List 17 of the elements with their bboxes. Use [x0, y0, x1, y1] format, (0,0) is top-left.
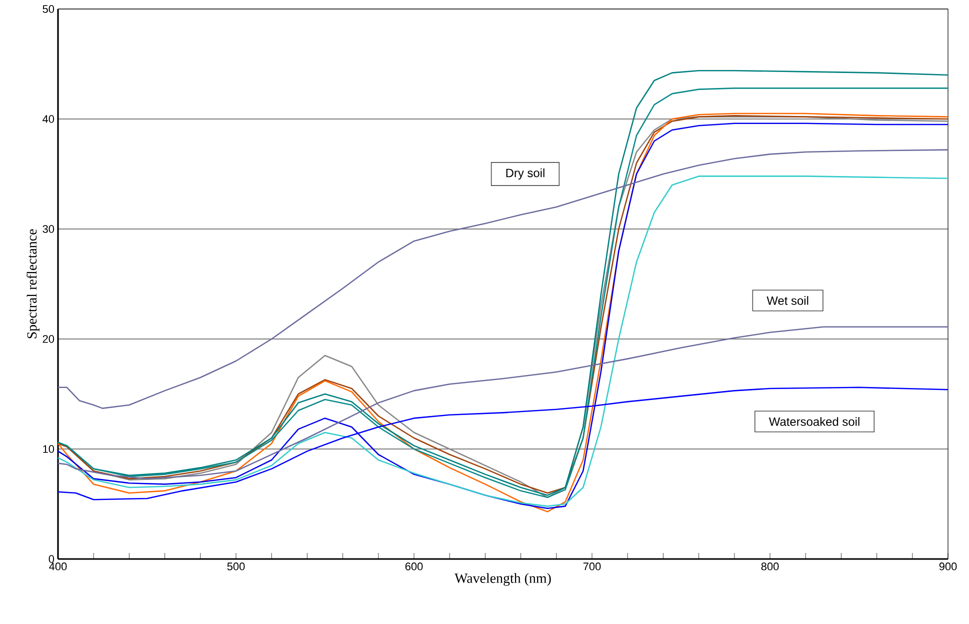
- annotation: Wet soil: [766, 296, 808, 305]
- y-tick-label: 30: [42, 225, 54, 233]
- y-tick-label: 0: [48, 555, 54, 563]
- annotation: Dry soil: [506, 168, 544, 180]
- x-axis-title: Wavelength (nm): [454, 573, 551, 586]
- x-tick-label: 900: [939, 562, 957, 570]
- y-tick-label: 50: [42, 5, 54, 13]
- x-tick-label: 700: [583, 562, 601, 570]
- x-tick-label: 800: [761, 562, 779, 570]
- y-axis-title: Spectral reflectance: [26, 229, 40, 338]
- y-tick-label: 40: [42, 115, 54, 123]
- annotation: Watersoaked soil: [768, 417, 860, 426]
- y-tick-label: 20: [42, 335, 54, 343]
- x-tick-label: 400: [49, 562, 67, 570]
- y-tick-label: 10: [43, 445, 54, 453]
- x-tick-label: 500: [227, 562, 245, 570]
- x-tick-label: 600: [405, 562, 423, 570]
